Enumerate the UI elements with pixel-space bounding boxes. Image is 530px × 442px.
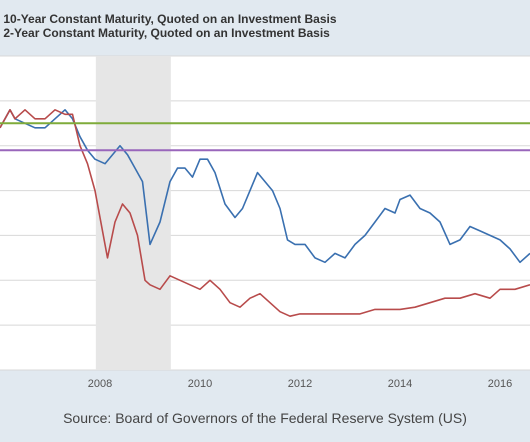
legend-item-2-year[interactable]: 2-Year Constant Maturity, Quoted on an I…: [0, 26, 530, 40]
plot-area: [0, 56, 530, 370]
legend-label-10-year: 10-Year Constant Maturity, Quoted on an …: [3, 12, 337, 26]
x-tick-label: 2012: [287, 378, 313, 390]
legend-label-2-year: 2-Year Constant Maturity, Quoted on an I…: [3, 26, 330, 40]
x-tick-label: 2010: [187, 378, 213, 390]
legend-item-10-year[interactable]: 10-Year Constant Maturity, Quoted on an …: [0, 12, 530, 26]
source-note: Source: Board of Governors of the Federa…: [63, 410, 467, 426]
series-lines: [0, 109, 530, 318]
legend: 10-Year Constant Maturity, Quoted on an …: [0, 12, 530, 40]
grid-lines: [0, 55, 530, 371]
x-tick-label: 2008: [87, 378, 113, 390]
x-tick-label: 2016: [487, 378, 513, 390]
series-line-1: [0, 109, 530, 318]
series-line-0: [0, 109, 530, 264]
recession-band: [95, 56, 171, 370]
x-tick-label: 2014: [387, 378, 413, 390]
